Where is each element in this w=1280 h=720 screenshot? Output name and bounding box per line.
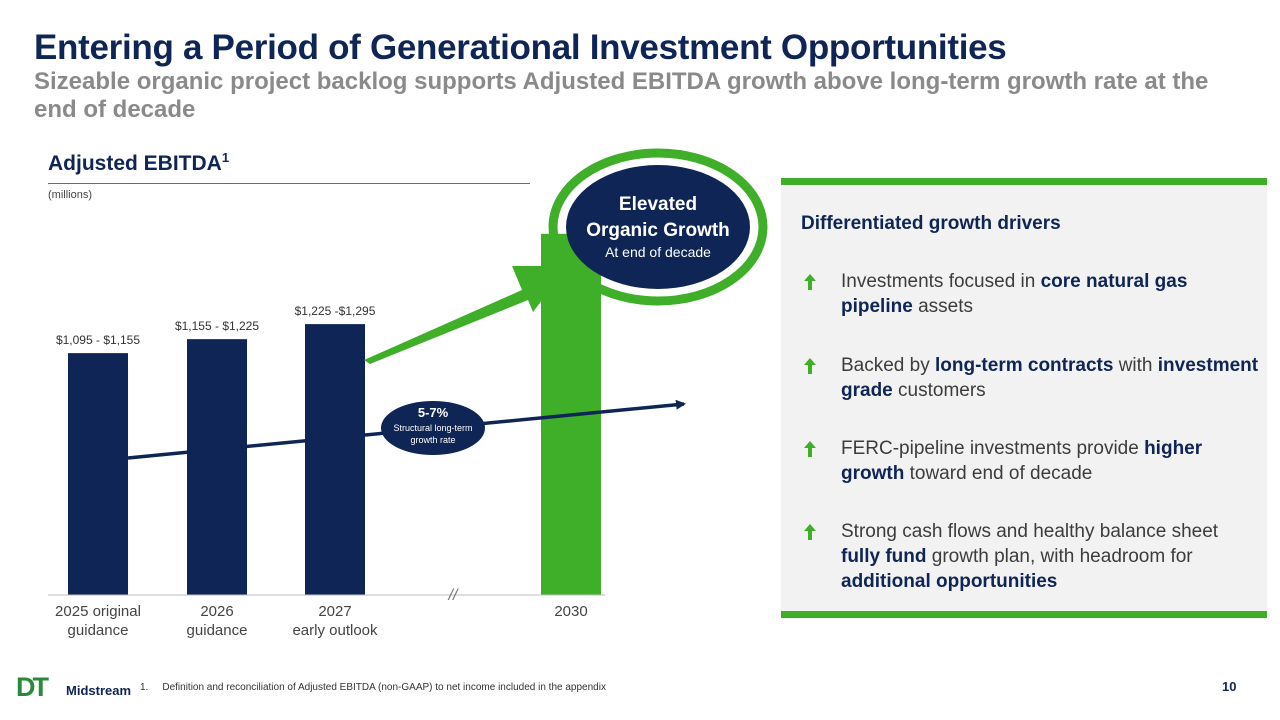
callout-ring xyxy=(548,148,768,306)
chart-heading-footnote: 1 xyxy=(221,150,230,165)
callout-bubble xyxy=(566,165,750,289)
driver-text: Strong cash flows and healthy balance sh… xyxy=(841,521,1219,592)
chart-heading: Adjusted EBITDA1 xyxy=(48,150,229,176)
bar-2 xyxy=(305,324,365,595)
category-label-2-1: early outlook xyxy=(292,622,378,639)
chart-unit-label: (millions) xyxy=(48,189,92,201)
category-label-1-0: 2026 xyxy=(200,603,233,620)
footnote: 1. Definition and reconciliation of Adjus… xyxy=(140,682,606,693)
logo-wordmark: Midstream xyxy=(66,683,132,698)
callout-line-1: Elevated xyxy=(619,194,697,215)
bar-0 xyxy=(68,353,128,595)
up-arrow-icon xyxy=(801,523,819,541)
category-label-1-1: guidance xyxy=(187,622,248,639)
footnote-number: 1. xyxy=(140,682,149,693)
chart-heading-rule xyxy=(48,183,530,184)
footnote-text: Definition and reconciliation of Adjuste… xyxy=(162,682,606,693)
elevated-growth-arrow xyxy=(364,266,568,364)
bar-1 xyxy=(187,339,247,595)
category-label-2-0: 2027 xyxy=(318,603,351,620)
panel-title: Differentiated growth drivers xyxy=(801,213,1061,234)
category-label-3-0: 2030 xyxy=(554,603,587,620)
driver-text: FERC-pipeline investments provide higher… xyxy=(841,438,1203,484)
growth-rate-caption-1: Structural long-term xyxy=(393,423,472,433)
up-arrow-icon xyxy=(801,440,819,458)
driver-text: Investments focused in core natural gas … xyxy=(841,271,1188,317)
company-logo: DT Midstream xyxy=(16,672,131,702)
bar-value-label-0: $1,095 - $1,155 xyxy=(56,333,140,347)
page-number: 10 xyxy=(1222,679,1237,694)
axis-break-mark: // xyxy=(448,587,459,604)
logo-mark: DT xyxy=(16,672,49,702)
up-arrow-icon xyxy=(801,357,819,375)
growth-rate-badge xyxy=(381,401,485,455)
growth-rate-value: 5-7% xyxy=(418,405,449,420)
slide-title: Entering a Period of Generational Invest… xyxy=(34,28,1007,67)
callout-line-3: At end of decade xyxy=(605,244,711,260)
chart-heading-text: Adjusted EBITDA xyxy=(48,152,222,175)
up-arrow-icon xyxy=(801,273,819,291)
logo-mark-text: DT xyxy=(16,672,49,702)
driver-text: Backed by long-term contracts with inves… xyxy=(841,355,1259,401)
callout-line-2: Organic Growth xyxy=(586,220,730,241)
bars-layer: $1,095 - $1,155 2025 original guidance $1,1… xyxy=(55,233,601,639)
growth-drivers-panel: Differentiated growth drivers Investment… xyxy=(781,178,1267,618)
growth-rate-caption-2: growth rate xyxy=(410,435,455,445)
category-label-0-1: guidance xyxy=(68,622,129,639)
bar-value-label-1: $1,155 - $1,225 xyxy=(175,319,259,333)
slide-subtitle: Sizeable organic project backlog support… xyxy=(34,68,1209,123)
bar-value-label-2: $1,225 -$1,295 xyxy=(295,304,376,318)
category-label-0-0: 2025 original xyxy=(55,603,141,620)
